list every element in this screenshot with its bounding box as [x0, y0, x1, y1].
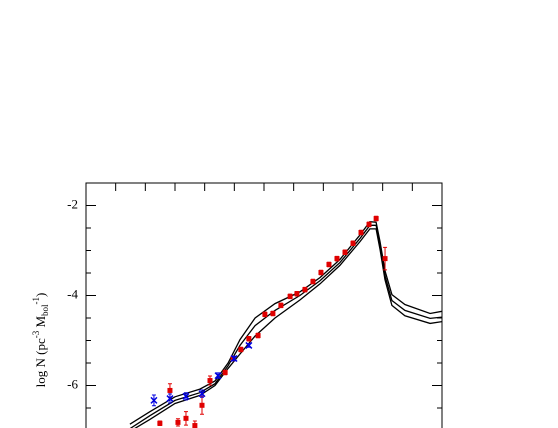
y-label-part: log N (pc [33, 338, 48, 387]
y-label-part: -1 [31, 297, 41, 305]
y-label-part: M [33, 316, 48, 331]
data-point [287, 293, 293, 299]
y-axis-label: log N (pc-3 Mbol-1) [31, 293, 50, 388]
data-point [175, 419, 181, 425]
data-point [270, 311, 276, 316]
y-tick-label: -4 [67, 286, 78, 301]
data-point [326, 261, 332, 267]
data-point [167, 387, 173, 393]
data-point [199, 402, 205, 408]
data-point [214, 372, 222, 380]
data-point [334, 256, 340, 262]
data-point [230, 354, 238, 363]
data-point [318, 270, 324, 276]
data-point [157, 420, 163, 426]
data-point [302, 287, 308, 293]
y-label-part: -3 [31, 330, 41, 338]
data-point [278, 302, 284, 308]
model-curve [129, 224, 442, 428]
y-tick-label: -2 [67, 196, 78, 211]
model-curve [134, 228, 442, 428]
model-curve [129, 221, 442, 425]
data-point [246, 336, 252, 342]
y-label-part: ) [33, 293, 48, 297]
data-point [342, 249, 348, 255]
data-point [245, 341, 253, 349]
data-point [192, 423, 198, 428]
plot-frame [85, 182, 443, 428]
data-point [358, 230, 364, 235]
data-point [150, 396, 158, 404]
data-point [207, 378, 213, 384]
data-point [382, 256, 388, 262]
data-point [255, 333, 261, 339]
y-tick-label: -6 [67, 376, 78, 391]
data-point [262, 311, 268, 317]
data-point [373, 216, 379, 222]
data-point [366, 221, 372, 227]
data-point [294, 291, 300, 297]
plot-area [129, 215, 442, 428]
data-point [198, 390, 206, 398]
data-point [350, 240, 356, 246]
y-label-part: bol [40, 304, 50, 316]
data-point [310, 279, 316, 285]
data-point [183, 415, 189, 421]
data-point [222, 369, 228, 375]
data-point [182, 392, 190, 400]
data-point [238, 347, 244, 352]
data-point [166, 395, 174, 403]
